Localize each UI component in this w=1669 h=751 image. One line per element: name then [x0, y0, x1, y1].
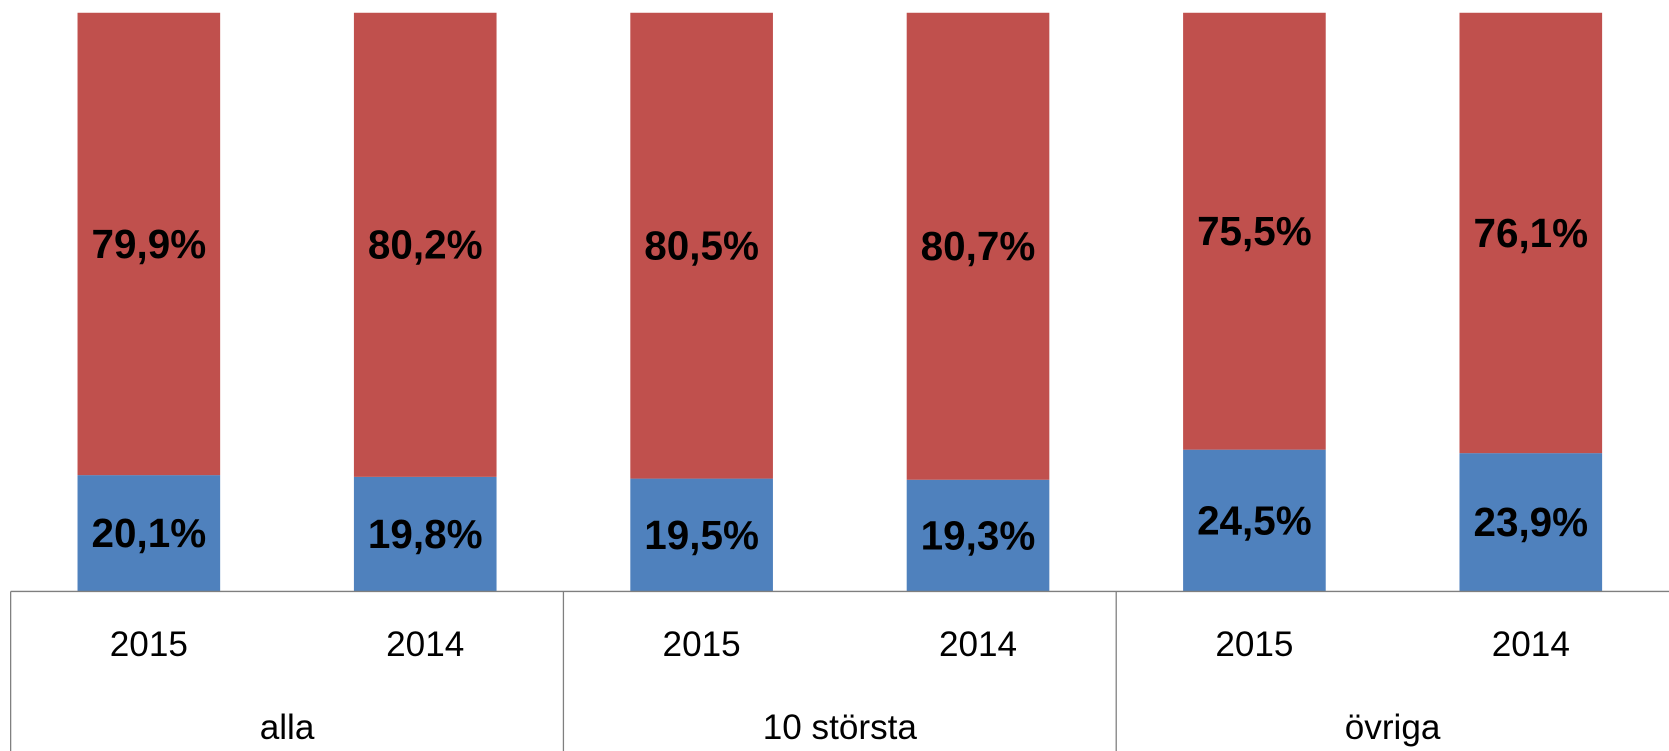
x-tick-label: 2015: [110, 625, 188, 664]
x-tick-label: 2014: [939, 625, 1017, 664]
bar-segment: [77, 12, 221, 476]
x-tick-label: 2014: [386, 625, 464, 664]
bar-segment: [1459, 12, 1603, 454]
data-label: 20,1%: [92, 510, 207, 556]
bar-segment: [1459, 453, 1603, 592]
x-tick-label: 2015: [1215, 625, 1293, 664]
data-label: 76,1%: [1473, 210, 1588, 256]
data-label: 80,7%: [921, 223, 1036, 269]
bar-segment: [906, 479, 1050, 592]
data-label: 19,5%: [644, 512, 759, 558]
x-tick-label: 2014: [1492, 625, 1570, 664]
bar-segment: [630, 12, 773, 479]
bar-segment: [630, 478, 773, 592]
bar-segment: [1183, 449, 1326, 592]
data-label: 75,5%: [1197, 208, 1312, 254]
group-label: 10 största: [763, 708, 918, 747]
data-label: 19,8%: [368, 511, 483, 557]
x-tick-label: 2015: [663, 625, 741, 664]
bar-segment: [353, 476, 497, 592]
data-label: 79,9%: [92, 221, 207, 267]
data-label: 80,5%: [644, 223, 759, 269]
group-label: alla: [260, 708, 315, 747]
data-label: 19,3%: [921, 512, 1036, 558]
bar-segment: [1183, 12, 1326, 450]
bar-segment: [353, 12, 497, 477]
data-label: 23,9%: [1473, 499, 1588, 545]
data-label: 80,2%: [368, 222, 483, 268]
group-label: övriga: [1345, 708, 1441, 747]
bar-segment: [77, 475, 221, 592]
bar-segment: [906, 12, 1050, 480]
data-label: 24,5%: [1197, 497, 1312, 543]
